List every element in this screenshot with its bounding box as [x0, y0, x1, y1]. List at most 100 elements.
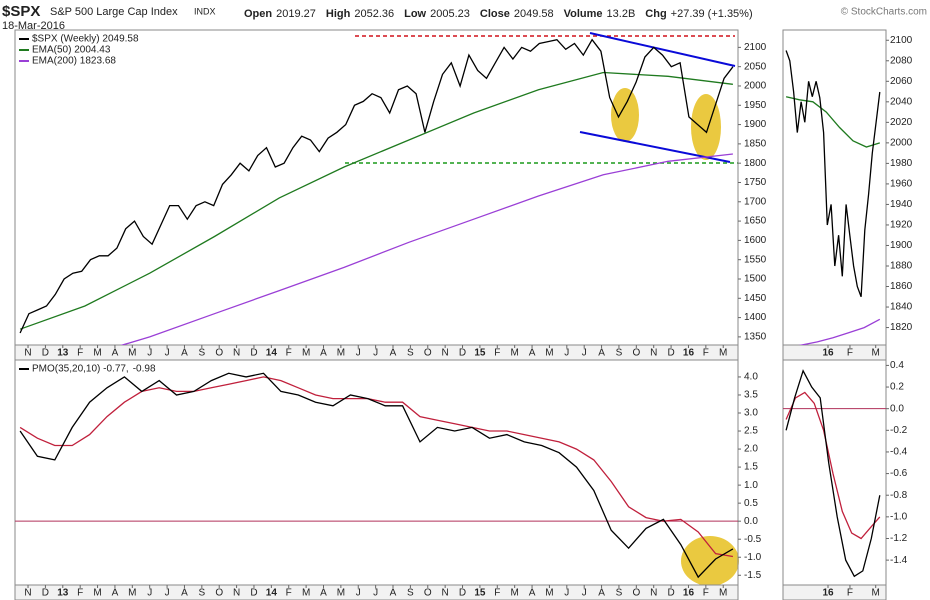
y-tick-label: 1850	[744, 139, 767, 150]
y-tick-label: -0.4	[890, 447, 908, 458]
series-line	[785, 50, 881, 298]
x-tick-label: O	[215, 348, 223, 359]
x-tick-label: N	[442, 588, 449, 599]
x-tick-label: O	[424, 588, 432, 599]
y-tick-label: 2000	[890, 138, 913, 149]
y-tick-label: 1450	[744, 293, 767, 304]
quote-label: Low	[404, 8, 426, 20]
x-tick-label: F	[703, 588, 709, 599]
y-tick-label: -1.0	[890, 511, 908, 522]
y-tick-label: 0.0	[890, 403, 904, 414]
x-tick-label: J	[373, 348, 378, 359]
x-tick-label: N	[650, 588, 657, 599]
x-tick-label: M	[302, 588, 310, 599]
y-tick-label: 1550	[744, 254, 767, 265]
x-tick-label: M	[872, 588, 880, 599]
y-tick-label: 1840	[890, 302, 913, 313]
series-line	[19, 38, 734, 334]
date: 18-Mar-2016	[2, 20, 65, 32]
series-line	[19, 376, 734, 558]
legend-label: -0.98	[133, 364, 156, 375]
x-tick-label: A	[181, 588, 188, 599]
y-tick-label: 1900	[890, 240, 913, 251]
x-tick-label: D	[459, 588, 466, 599]
x-tick-label: O	[215, 588, 223, 599]
panel-bg	[783, 30, 886, 345]
exchange: INDX	[194, 6, 216, 16]
x-tick-label: M	[719, 588, 727, 599]
y-tick-label: 1600	[744, 235, 767, 246]
x-tick-label: M	[93, 348, 101, 359]
axis-strip	[14, 584, 739, 600]
x-tick-label: M	[545, 348, 553, 359]
quote-value: 2019.27	[276, 8, 316, 20]
y-tick-label: 2100	[890, 35, 913, 46]
y-tick-label: 2080	[890, 55, 913, 66]
quote-value: 2005.23	[430, 8, 470, 20]
y-tick-label: 1940	[890, 199, 913, 210]
x-tick-label: 16	[683, 588, 695, 599]
x-tick-label: J	[356, 348, 361, 359]
x-tick-label: F	[77, 348, 83, 359]
x-tick-label: 15	[474, 588, 486, 599]
y-tick-label: 1880	[890, 261, 913, 272]
axis-strip	[782, 584, 887, 600]
x-tick-label: M	[719, 348, 727, 359]
x-tick-label: O	[632, 588, 640, 599]
y-tick-label: 0.2	[890, 382, 904, 393]
x-tick-label: A	[598, 588, 605, 599]
x-tick-label: M	[510, 348, 518, 359]
quote-label: Volume	[564, 8, 603, 20]
series-line	[19, 71, 733, 330]
quote: Open 2019.27 High 2052.36 Low 2005.23 Close 204…	[244, 8, 753, 20]
series-line	[19, 372, 734, 579]
y-tick-label: 1.0	[744, 480, 758, 491]
x-tick-label: S	[407, 588, 414, 599]
x-tick-label: 13	[57, 588, 69, 599]
y-tick-label: 2050	[744, 61, 767, 72]
y-tick-label: 1800	[744, 158, 767, 169]
y-tick-label: 0.0	[744, 516, 758, 527]
x-tick-label: M	[545, 588, 553, 599]
x-tick-label: F	[494, 588, 500, 599]
x-tick-label: 16	[822, 588, 834, 599]
y-tick-label: -1.2	[890, 533, 908, 544]
x-tick-label: N	[650, 348, 657, 359]
y-tick-label: 0.5	[744, 498, 758, 509]
y-tick-label: 1500	[744, 274, 767, 285]
x-tick-label: S	[407, 348, 414, 359]
y-tick-label: 2040	[890, 96, 913, 107]
x-tick-label: A	[529, 588, 536, 599]
x-tick-label: D	[250, 588, 257, 599]
y-tick-label: 2000	[744, 81, 767, 92]
highlight	[611, 88, 639, 142]
x-tick-label: D	[42, 588, 49, 599]
x-tick-label: N	[24, 588, 31, 599]
x-tick-label: F	[286, 588, 292, 599]
x-tick-label: A	[390, 588, 397, 599]
quote-label: High	[326, 8, 351, 20]
x-tick-label: A	[112, 588, 119, 599]
x-tick-label: M	[128, 588, 136, 599]
x-tick-label: M	[337, 348, 345, 359]
legend-label: EMA(200) 1823.68	[32, 56, 116, 67]
highlight	[681, 536, 739, 586]
y-tick-label: -1.0	[744, 552, 762, 563]
x-tick-label: A	[181, 348, 188, 359]
y-tick-label: 1350	[744, 332, 767, 343]
legend-label: PMO(35,20,10) -0.77,	[32, 364, 129, 375]
x-tick-label: N	[24, 348, 31, 359]
x-tick-label: N	[233, 588, 240, 599]
y-tick-label: 2.5	[744, 426, 758, 437]
series-line	[785, 96, 880, 148]
y-tick-label: -1.4	[890, 555, 908, 566]
x-tick-label: A	[320, 348, 327, 359]
x-tick-label: 15	[474, 348, 486, 359]
y-tick-label: 0.4	[890, 360, 904, 371]
x-tick-label: A	[598, 348, 605, 359]
symbol: $SPX	[2, 3, 40, 20]
x-tick-label: F	[847, 588, 853, 599]
x-tick-label: S	[198, 348, 205, 359]
quote-label: Chg	[645, 8, 666, 20]
